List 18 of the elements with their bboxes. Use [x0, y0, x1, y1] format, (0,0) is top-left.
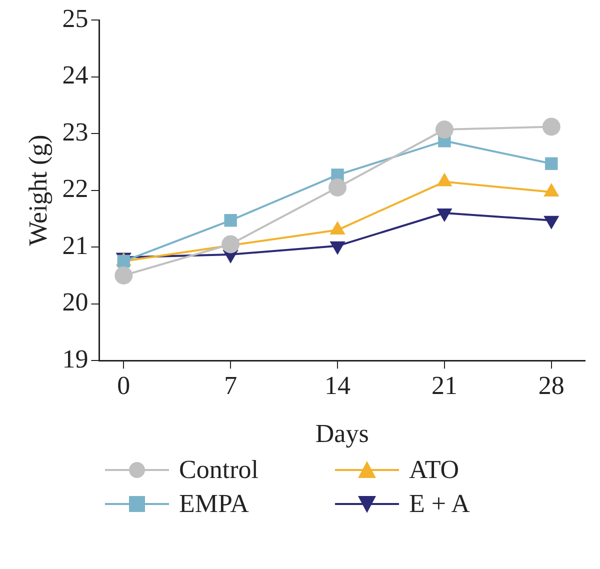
y-tick-label: 24: [62, 60, 88, 90]
x-tick-label: 0: [117, 371, 130, 400]
x-axis-title: Days: [315, 419, 369, 448]
y-tick-label: 25: [62, 4, 88, 33]
y-tick-label: 22: [62, 174, 88, 204]
legend-label: ATO: [409, 455, 460, 485]
legend-label: E + A: [409, 489, 470, 519]
y-tick-label: 20: [62, 288, 88, 317]
legend-label: EMPA: [179, 489, 249, 519]
y-tick-label: 21: [62, 230, 88, 260]
legend-label: Control: [179, 455, 258, 485]
y-tick-label: 23: [62, 117, 88, 146]
x-tick-label: 14: [324, 371, 351, 400]
x-tick-label: 28: [538, 371, 564, 400]
x-tick-label: 7: [224, 371, 238, 400]
y-tick-label: 19: [62, 344, 88, 374]
y-axis-title: Weight (g): [23, 134, 52, 246]
x-tick-label: 21: [431, 371, 458, 400]
